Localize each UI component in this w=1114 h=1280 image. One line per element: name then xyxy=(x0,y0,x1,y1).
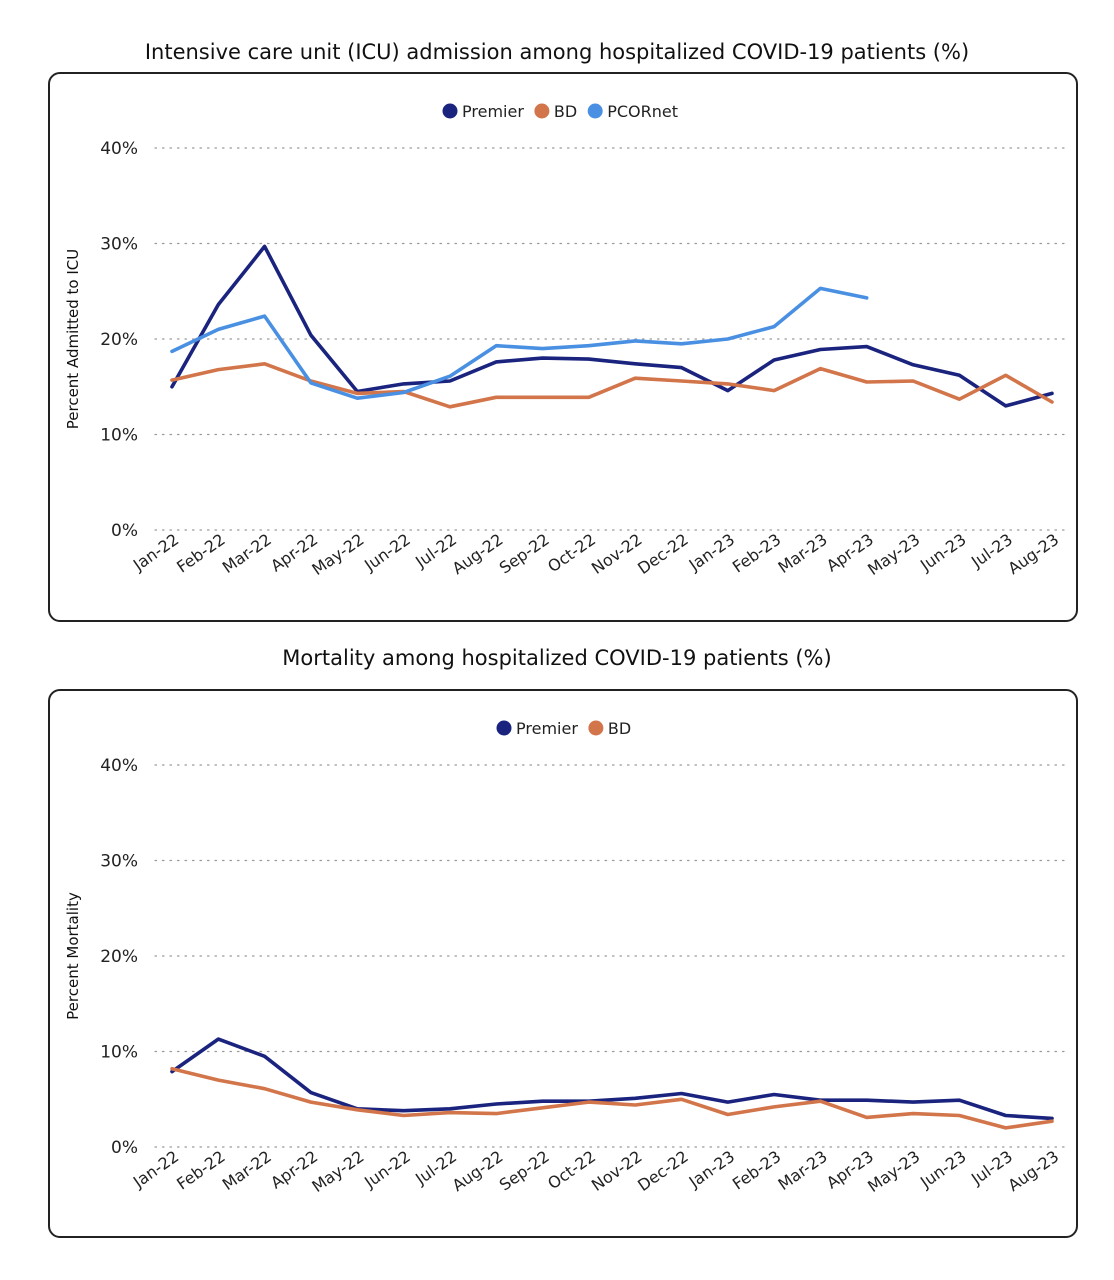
icu-legend-label-premier: Premier xyxy=(462,102,524,121)
icu-x-tick-label: Jun-22 xyxy=(360,530,414,575)
mortality-chart-panel: 0% 10% 20% 30% 40% Percent Mortality Jan-22 Feb… xyxy=(48,689,1078,1238)
icu-x-tick-label: Jun-23 xyxy=(916,530,970,575)
mortality-series-bd-line xyxy=(170,1066,1054,1130)
mortality-x-tick-label: Oct-22 xyxy=(544,1147,599,1193)
icu-legend-label-pcornet: PCORnet xyxy=(607,102,678,121)
mortality-x-tick-label: Aug-22 xyxy=(449,1147,507,1195)
mortality-x-tick-label: Nov-22 xyxy=(588,1147,646,1195)
mortality-legend-marker-bd xyxy=(588,720,604,736)
mortality-x-tick-label: Jun-22 xyxy=(360,1147,414,1192)
mortality-y-tick-label: 10% xyxy=(100,1043,138,1063)
icu-series-bd-line xyxy=(170,362,1054,409)
mortality-legend-label-bd: BD xyxy=(608,719,631,738)
mortality-x-tick-label: Sep-22 xyxy=(496,1147,553,1195)
mortality-legend-label-premier: Premier xyxy=(516,719,578,738)
mortality-x-tick-label: Jun-23 xyxy=(916,1147,970,1192)
icu-x-tick-label: May-23 xyxy=(864,530,923,579)
mortality-x-tick-label: May-23 xyxy=(864,1147,923,1196)
icu-y-tick-label: 10% xyxy=(100,426,138,446)
mortality-y-axis-label: Percent Mortality xyxy=(64,892,82,1020)
icu-y-tick-label: 30% xyxy=(100,235,138,255)
icu-x-tick-label: Aug-23 xyxy=(1004,530,1062,578)
mortality-y-tick-label: 30% xyxy=(100,852,138,872)
icu-x-tick-label: Mar-22 xyxy=(219,530,275,577)
mortality-x-tick-label: Mar-23 xyxy=(775,1147,831,1194)
icu-legend-label-bd: BD xyxy=(554,102,577,121)
icu-x-tick-label: Aug-22 xyxy=(449,530,507,578)
mortality-x-tick-label: Aug-23 xyxy=(1004,1147,1062,1195)
icu-y-axis-label: Percent Admitted to ICU xyxy=(64,249,82,430)
icu-chart: 0% 10% 20% 30% 40% Percent Admitted to ICU Jan… xyxy=(64,102,1071,579)
mortality-x-tick-label: Jan-23 xyxy=(685,1147,738,1192)
icu-chart-panel: 0% 10% 20% 30% 40% Percent Admitted to ICU Jan… xyxy=(48,72,1078,622)
icu-legend-marker-premier xyxy=(442,103,458,119)
mortality-x-tick-label: Mar-22 xyxy=(219,1147,275,1194)
mortality-x-tick-label: Dec-22 xyxy=(634,1147,692,1195)
icu-x-tick-label: Dec-22 xyxy=(634,530,692,578)
icu-x-tick-label: Nov-22 xyxy=(588,530,646,578)
icu-x-tick-label: Oct-22 xyxy=(544,530,599,576)
icu-x-tick-label: May-22 xyxy=(308,530,367,579)
mortality-x-tick-label: Feb-22 xyxy=(173,1147,229,1194)
mortality-x-tick-label: May-22 xyxy=(308,1147,367,1196)
icu-y-tick-label: 20% xyxy=(100,330,138,350)
icu-legend-marker-pcornet xyxy=(587,103,603,119)
icu-x-tick-label: Jan-23 xyxy=(685,530,738,575)
icu-chart-title: Intensive care unit (ICU) admission amon… xyxy=(144,40,970,64)
mortality-y-tick-label: 20% xyxy=(100,947,138,967)
icu-series-premier-line xyxy=(170,244,1054,408)
icu-legend-marker-bd xyxy=(534,103,550,119)
icu-x-tick-label: Mar-23 xyxy=(775,530,831,577)
icu-y-tick-label: 0% xyxy=(111,521,138,541)
icu-x-tick-label: Feb-23 xyxy=(729,530,785,577)
mortality-legend-marker-premier xyxy=(496,720,512,736)
mortality-series-premier-line xyxy=(170,1037,1054,1121)
mortality-y-tick-label: 0% xyxy=(111,1138,138,1158)
mortality-chart: 0%10%20%30%40%Percent MortalityJan-22Feb… xyxy=(64,719,1071,1196)
icu-x-tick-label: Sep-22 xyxy=(496,530,553,578)
icu-y-tick-label: 40% xyxy=(100,139,138,159)
mortality-y-tick-label: 40% xyxy=(100,756,138,776)
mortality-x-tick-label: Feb-23 xyxy=(729,1147,785,1194)
icu-series-pcornet-line xyxy=(170,286,869,400)
mortality-chart-title: Mortality among hospitalized COVID-19 pa… xyxy=(282,646,832,670)
icu-x-tick-label: Feb-22 xyxy=(173,530,229,577)
